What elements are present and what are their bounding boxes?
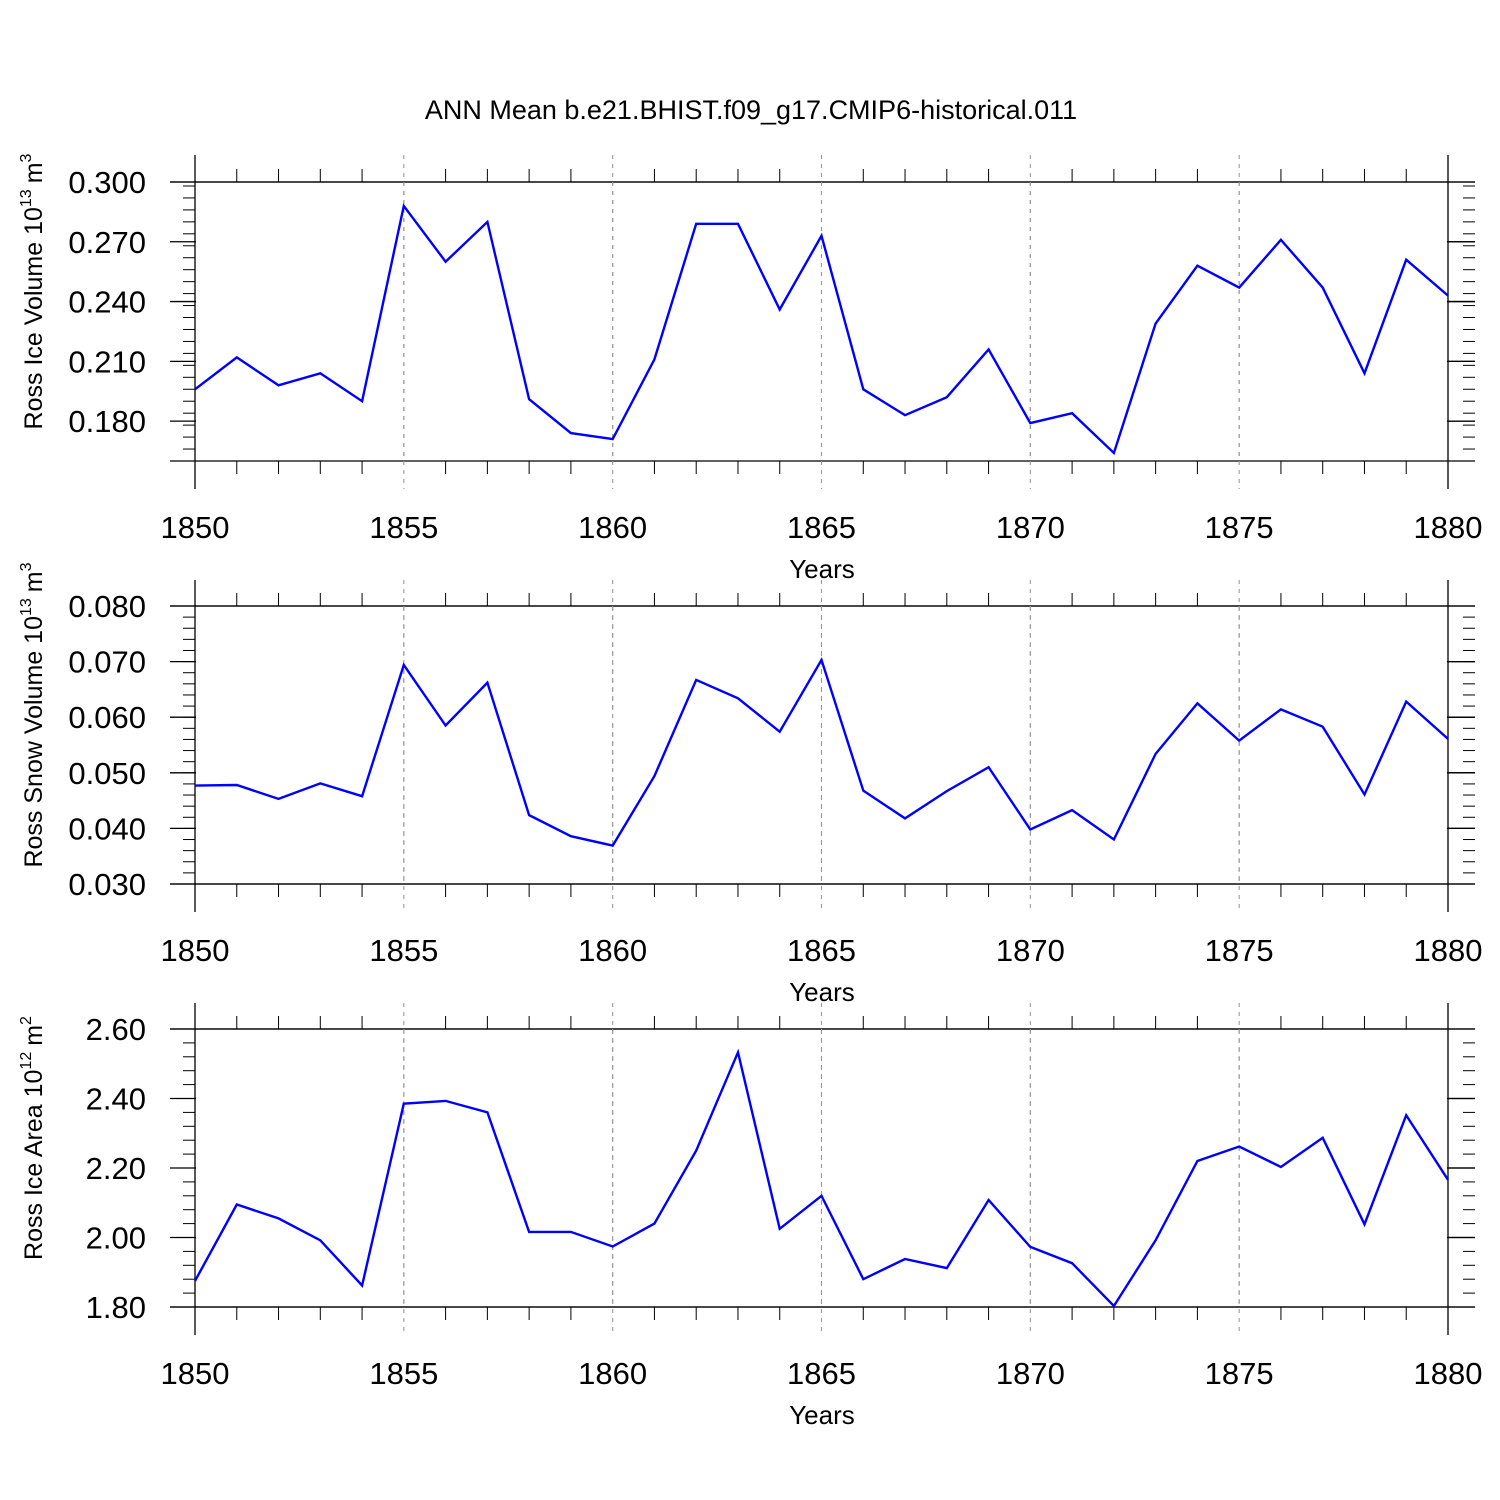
x-tick-label: 1880 — [1414, 933, 1483, 968]
x-tick-label: 1850 — [161, 1356, 230, 1391]
y-axis-label: Ross Ice Volume 1013 m3 — [18, 153, 48, 429]
y-axis-label-unit: m — [20, 1025, 48, 1046]
y-axis-label-exp: 12 — [18, 1052, 35, 1070]
y-axis-label-main: Ross Ice Volume 10 — [20, 207, 48, 429]
figure-title: ANN Mean b.e21.BHIST.f09_g17.CMIP6-histo… — [425, 95, 1077, 125]
series-line — [194, 203, 1449, 456]
y-tick-label: 0.030 — [68, 867, 146, 902]
x-tick-label: 1870 — [996, 510, 1065, 545]
y-tick-label: 2.60 — [86, 1012, 146, 1047]
x-tick-label: 1855 — [369, 510, 438, 545]
series-line — [194, 656, 1449, 847]
x-tick-label: 1865 — [787, 933, 856, 968]
x-tick-label: 1875 — [1205, 1356, 1274, 1391]
x-tick-label: 1865 — [787, 510, 856, 545]
x-tick-label: 1860 — [578, 1356, 647, 1391]
x-tick-label: 1860 — [578, 510, 647, 545]
x-tick-label: 1880 — [1414, 510, 1483, 545]
y-axis-label-unit-exp: 3 — [18, 153, 35, 162]
x-tick-label: 1855 — [369, 1356, 438, 1391]
x-tick-label: 1880 — [1414, 1356, 1483, 1391]
y-tick-label: 0.080 — [68, 589, 146, 624]
y-tick-label: 2.00 — [86, 1221, 146, 1256]
panels: 1850 1855 1860 1865 1870 1875 1880 0.180 0.210 0.… — [18, 153, 1482, 1430]
x-tick-label: 1860 — [578, 933, 647, 968]
y-axis-label: Ross Snow Volume 1013 m3 — [18, 562, 48, 867]
x-tick-label: 1875 — [1205, 933, 1274, 968]
y-axis-label-unit: m — [20, 571, 48, 592]
series-line — [193, 1048, 1450, 1308]
x-tick-label: 1875 — [1205, 510, 1274, 545]
chart-panel-2: 1850 1855 1860 1865 1870 1875 1880 0.030 0.040 0.… — [18, 562, 1482, 1007]
x-tick-label: 1850 — [161, 933, 230, 968]
y-tick-label: 0.060 — [68, 700, 146, 735]
y-tick-label: 0.180 — [68, 404, 146, 439]
y-tick-label: 0.050 — [68, 756, 146, 791]
y-axis-label-main: Ross Snow Volume 10 — [20, 616, 48, 868]
chart-panel-1: 1850 1855 1860 1865 1870 1875 1880 0.180 0.210 0.… — [18, 153, 1482, 584]
chart-panel-3: 1850 1855 1860 1865 1870 1875 1880 1.80 2.00 2.20… — [18, 1003, 1482, 1430]
y-axis-label-unit: m — [20, 162, 48, 183]
x-axis-label: Years — [789, 977, 855, 1007]
y-axis-label-unit-exp: 2 — [18, 1016, 35, 1025]
x-axis-label: Years — [789, 554, 855, 584]
y-axis-label: Ross Ice Area 1012 m2 — [18, 1016, 48, 1260]
y-tick-label: 0.300 — [68, 165, 146, 200]
y-axis-label-unit-exp: 3 — [18, 562, 35, 571]
x-tick-label: 1855 — [369, 933, 438, 968]
y-tick-label: 0.040 — [68, 811, 146, 846]
x-axis-label: Years — [789, 1400, 855, 1430]
y-tick-label: 0.270 — [68, 225, 146, 260]
y-axis-label-exp: 13 — [18, 598, 35, 616]
y-tick-label: 0.210 — [68, 344, 146, 379]
x-tick-label: 1870 — [996, 1356, 1065, 1391]
y-axis-label-main: Ross Ice Area 10 — [20, 1070, 48, 1260]
x-tick-label: 1865 — [787, 1356, 856, 1391]
y-tick-label: 2.40 — [86, 1082, 146, 1117]
x-tick-label: 1870 — [996, 933, 1065, 968]
y-tick-label: 2.20 — [86, 1151, 146, 1186]
x-tick-label: 1850 — [161, 510, 230, 545]
y-tick-label: 1.80 — [86, 1290, 146, 1325]
y-axis-label-exp: 13 — [18, 189, 35, 207]
y-tick-label: 0.070 — [68, 645, 146, 680]
y-tick-label: 0.240 — [68, 285, 146, 320]
